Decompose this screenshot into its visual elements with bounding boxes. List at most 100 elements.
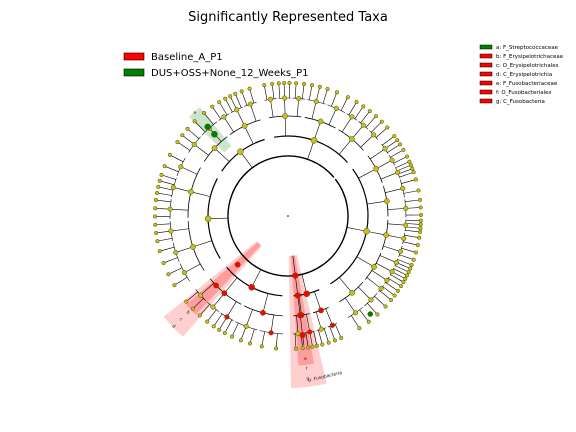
tree-edge xyxy=(396,164,412,172)
tree-edge xyxy=(398,168,413,175)
tree-node-168 xyxy=(294,292,301,299)
tree-node-24 xyxy=(418,218,423,223)
tree-node-47 xyxy=(392,293,397,298)
tree-node-68 xyxy=(306,345,311,350)
tree-node-40 xyxy=(404,273,410,278)
tree-edge xyxy=(395,161,410,169)
tree-edge xyxy=(168,267,183,275)
tree-node-20 xyxy=(418,205,423,210)
tree-node-112 xyxy=(157,178,162,183)
tree-node-66 xyxy=(314,343,319,348)
tree-node-17 xyxy=(416,188,421,193)
tree-edge xyxy=(334,324,342,339)
tree-node-33 xyxy=(411,257,416,262)
tree-node-149 xyxy=(317,118,324,125)
tree-edge xyxy=(331,92,338,107)
tree-edge xyxy=(394,265,409,273)
tree-node-160 xyxy=(361,104,366,109)
tree-node-106 xyxy=(152,214,158,219)
biomarker-label-b: b: F_Erysipelotrichaceae xyxy=(496,54,564,60)
clade-shade-fusobacteriales xyxy=(290,255,315,366)
tree-edge xyxy=(365,116,377,128)
tree-edge xyxy=(374,296,386,307)
tree-node-48 xyxy=(389,297,394,303)
tree-edge xyxy=(399,254,414,260)
tree-edge xyxy=(249,329,255,344)
tree-edge xyxy=(206,309,217,322)
tree-edge xyxy=(340,97,349,111)
tree-node-10 xyxy=(407,159,412,164)
tree-edge xyxy=(375,127,388,138)
tree-node-3 xyxy=(392,134,397,139)
tree-edge xyxy=(338,277,353,294)
biomarker-swatch-g xyxy=(479,98,493,104)
tree-node-126 xyxy=(241,123,248,129)
tree-edge xyxy=(157,237,173,242)
tree-node-164 xyxy=(371,132,377,138)
tree-edge xyxy=(169,154,184,163)
tree-edge xyxy=(356,256,375,268)
tree-edge xyxy=(338,138,353,155)
tree-edge xyxy=(186,291,198,302)
tree-node-19 xyxy=(417,197,423,202)
tree-node-139 xyxy=(267,96,274,102)
tree-node-74 xyxy=(268,330,274,336)
tree-node-150 xyxy=(313,98,319,104)
tree-node-155 xyxy=(334,90,339,95)
tree-edge xyxy=(383,245,401,252)
tree-node-171 xyxy=(234,261,241,268)
tree-node-86 xyxy=(210,304,216,310)
tree-node-11 xyxy=(408,163,413,168)
tree-node-52 xyxy=(375,312,380,317)
tree-edge xyxy=(307,140,315,160)
tree-edge xyxy=(385,282,399,292)
biomarker-swatch-e xyxy=(479,80,493,86)
tree-node-108 xyxy=(153,198,159,203)
tree-edge xyxy=(375,159,393,170)
tree-node-56 xyxy=(303,290,310,298)
tree-node-51 xyxy=(383,304,388,309)
tree-node-13 xyxy=(411,170,416,175)
tree-edge xyxy=(296,315,299,334)
tree-edge xyxy=(306,314,311,333)
tree-node-121 xyxy=(180,133,185,138)
tree-node-154 xyxy=(333,105,339,111)
tree-node-158 xyxy=(349,114,355,120)
tree-edge xyxy=(164,165,179,173)
tree-edge xyxy=(386,234,404,239)
tree-node-127 xyxy=(221,114,227,120)
tree-edge xyxy=(390,149,404,158)
tree-node-104 xyxy=(188,188,194,195)
tree-edge xyxy=(390,274,404,283)
tree-edge xyxy=(348,101,357,116)
tree-node-14 xyxy=(384,198,390,204)
tree-edge xyxy=(405,199,421,202)
tree-node-174 xyxy=(204,123,211,131)
tree-node-75 xyxy=(274,346,279,351)
class-legend-swatch-dus xyxy=(123,68,145,77)
tree-edge xyxy=(163,257,178,264)
tree-node-1 xyxy=(373,165,379,172)
tree-node-53 xyxy=(352,310,359,316)
tree-edge xyxy=(244,125,254,145)
tree-node-67 xyxy=(310,344,315,349)
tree-node-79 xyxy=(238,338,243,343)
tree-node-44 xyxy=(398,284,404,289)
tree-edge xyxy=(294,83,297,99)
tree-node-166 xyxy=(385,125,390,130)
tree-edge xyxy=(404,234,420,238)
tree-node-7 xyxy=(401,147,406,152)
tree-node-61 xyxy=(318,326,324,332)
tree-node-156 xyxy=(345,95,350,100)
tree-edge xyxy=(224,277,238,294)
tree-node-70 xyxy=(300,346,305,351)
tree-node-99 xyxy=(157,249,162,254)
tree-edge xyxy=(294,333,297,349)
tree-edge xyxy=(328,108,337,125)
tree-node-145 xyxy=(287,80,292,86)
tree-node-105 xyxy=(167,206,173,212)
tree-edge xyxy=(301,274,307,294)
biomarker-swatch-c xyxy=(479,62,493,68)
tree-edge xyxy=(382,286,395,296)
tree-node-97 xyxy=(173,249,179,256)
